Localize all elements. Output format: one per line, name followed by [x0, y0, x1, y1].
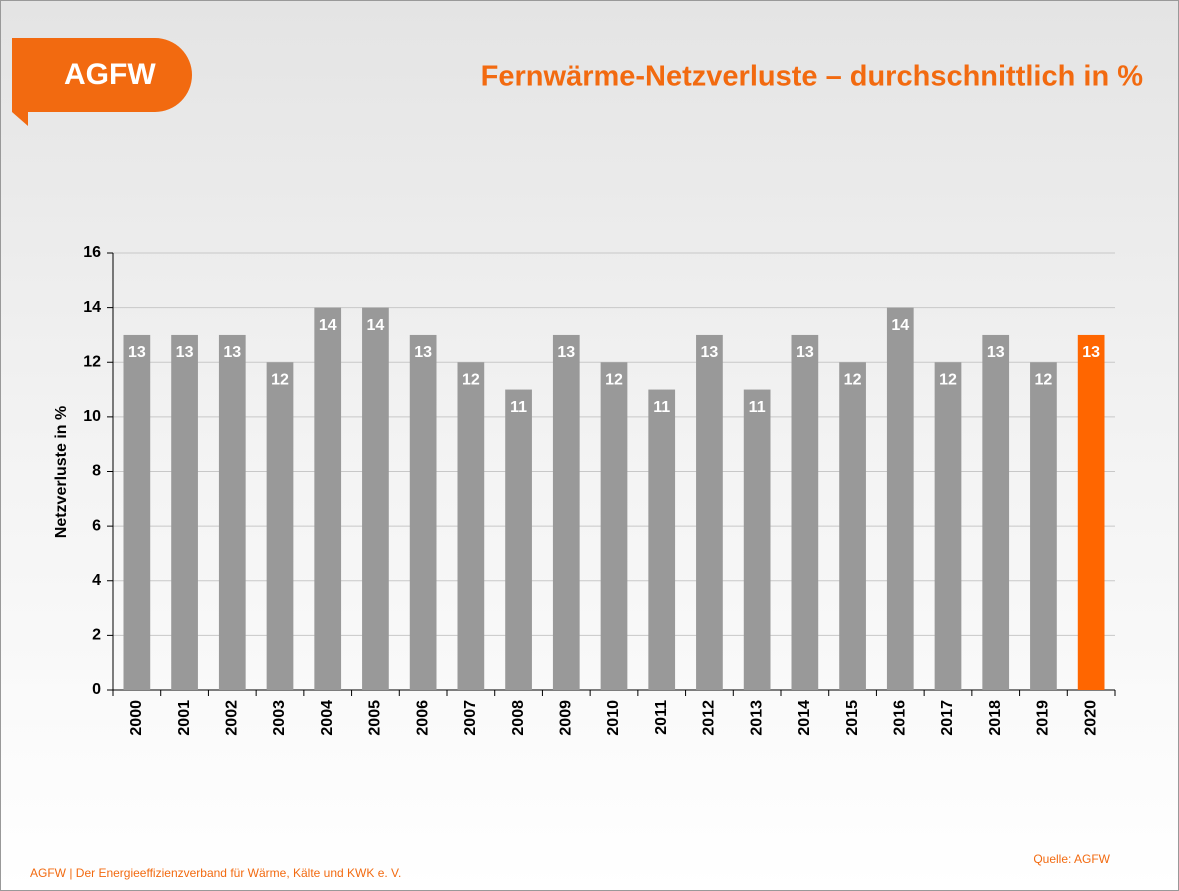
bar [982, 334, 1010, 690]
x-tick-label: 2019 [1035, 700, 1052, 736]
y-tick-label: 4 [92, 572, 101, 589]
y-tick-label: 0 [92, 681, 101, 698]
data-label: 13 [701, 344, 719, 361]
bar [171, 334, 198, 690]
data-label: 13 [414, 344, 432, 361]
data-label: 11 [653, 399, 670, 416]
bar [886, 307, 914, 690]
data-label: 13 [987, 344, 1005, 361]
bar [457, 362, 485, 690]
x-tick-label: 2013 [748, 700, 765, 736]
data-label: 13 [557, 344, 575, 361]
data-label: 14 [367, 317, 385, 334]
data-label: 12 [462, 371, 480, 388]
x-tick-label: 2016 [892, 700, 909, 736]
data-label: 13 [176, 344, 194, 361]
bar [1077, 334, 1105, 690]
bar [218, 334, 246, 690]
data-label: 13 [1082, 344, 1100, 361]
logo: AGFW [64, 58, 156, 91]
y-tick-label: 2 [92, 627, 101, 644]
data-label: 11 [749, 399, 766, 416]
data-label: 14 [319, 317, 337, 334]
bar [362, 307, 389, 690]
x-tick-label: 2001 [176, 700, 193, 736]
source: Quelle: AGFW [1033, 852, 1110, 866]
x-tick-label: 2018 [987, 700, 1004, 736]
x-tick-label: 2002 [224, 700, 241, 736]
bar [123, 334, 151, 690]
bar [1030, 362, 1057, 690]
x-tick-label: 2015 [844, 700, 861, 736]
y-axis-label: Netzverluste in % [53, 406, 70, 538]
x-tick-label: 2017 [939, 700, 956, 736]
x-tick-label: 2003 [271, 700, 288, 736]
x-tick-label: 2005 [367, 700, 384, 736]
y-tick-label: 10 [83, 408, 101, 425]
x-tick-label: 2000 [128, 700, 145, 736]
bar [552, 334, 580, 690]
data-label: 12 [271, 371, 289, 388]
chart-title: Fernwärme-Netzverluste – durchschnittlic… [481, 61, 1144, 93]
data-label: 13 [223, 344, 241, 361]
bar [648, 389, 676, 690]
x-tick-label: 2008 [510, 700, 527, 736]
bar [696, 334, 723, 690]
y-tick-label: 16 [83, 244, 101, 261]
bar [314, 307, 342, 690]
x-tick-label: 2007 [462, 700, 479, 736]
bar [934, 362, 962, 690]
y-tick-label: 14 [83, 299, 101, 316]
data-label: 12 [605, 371, 623, 388]
data-label: 12 [1035, 371, 1053, 388]
y-tick-label: 12 [83, 353, 101, 370]
x-tick-label: 2014 [796, 700, 813, 736]
data-label: 14 [891, 317, 909, 334]
bar [505, 389, 532, 690]
x-tick-label: 2006 [414, 700, 431, 736]
x-tick-label: 2004 [319, 700, 336, 736]
bar [743, 389, 771, 690]
x-tick-label: 2010 [605, 700, 622, 736]
x-tick-label: 2020 [1082, 700, 1099, 736]
x-tick-label: 2009 [558, 700, 575, 736]
x-tick-label: 2011 [653, 700, 670, 735]
logo-shape [12, 38, 192, 126]
data-label: 12 [844, 371, 862, 388]
data-label: 13 [796, 344, 814, 361]
y-tick-label: 8 [92, 463, 101, 480]
x-tick-label: 2012 [701, 700, 718, 736]
bar [600, 362, 628, 690]
bar [409, 334, 437, 690]
bar [791, 334, 819, 690]
bar [266, 362, 294, 690]
data-label: 13 [128, 344, 146, 361]
y-tick-label: 6 [92, 517, 101, 534]
data-label: 11 [510, 399, 527, 416]
footer: AGFW | Der Energieeffizienzverband für W… [30, 866, 401, 880]
data-label: 12 [939, 371, 957, 388]
bar [839, 362, 866, 690]
